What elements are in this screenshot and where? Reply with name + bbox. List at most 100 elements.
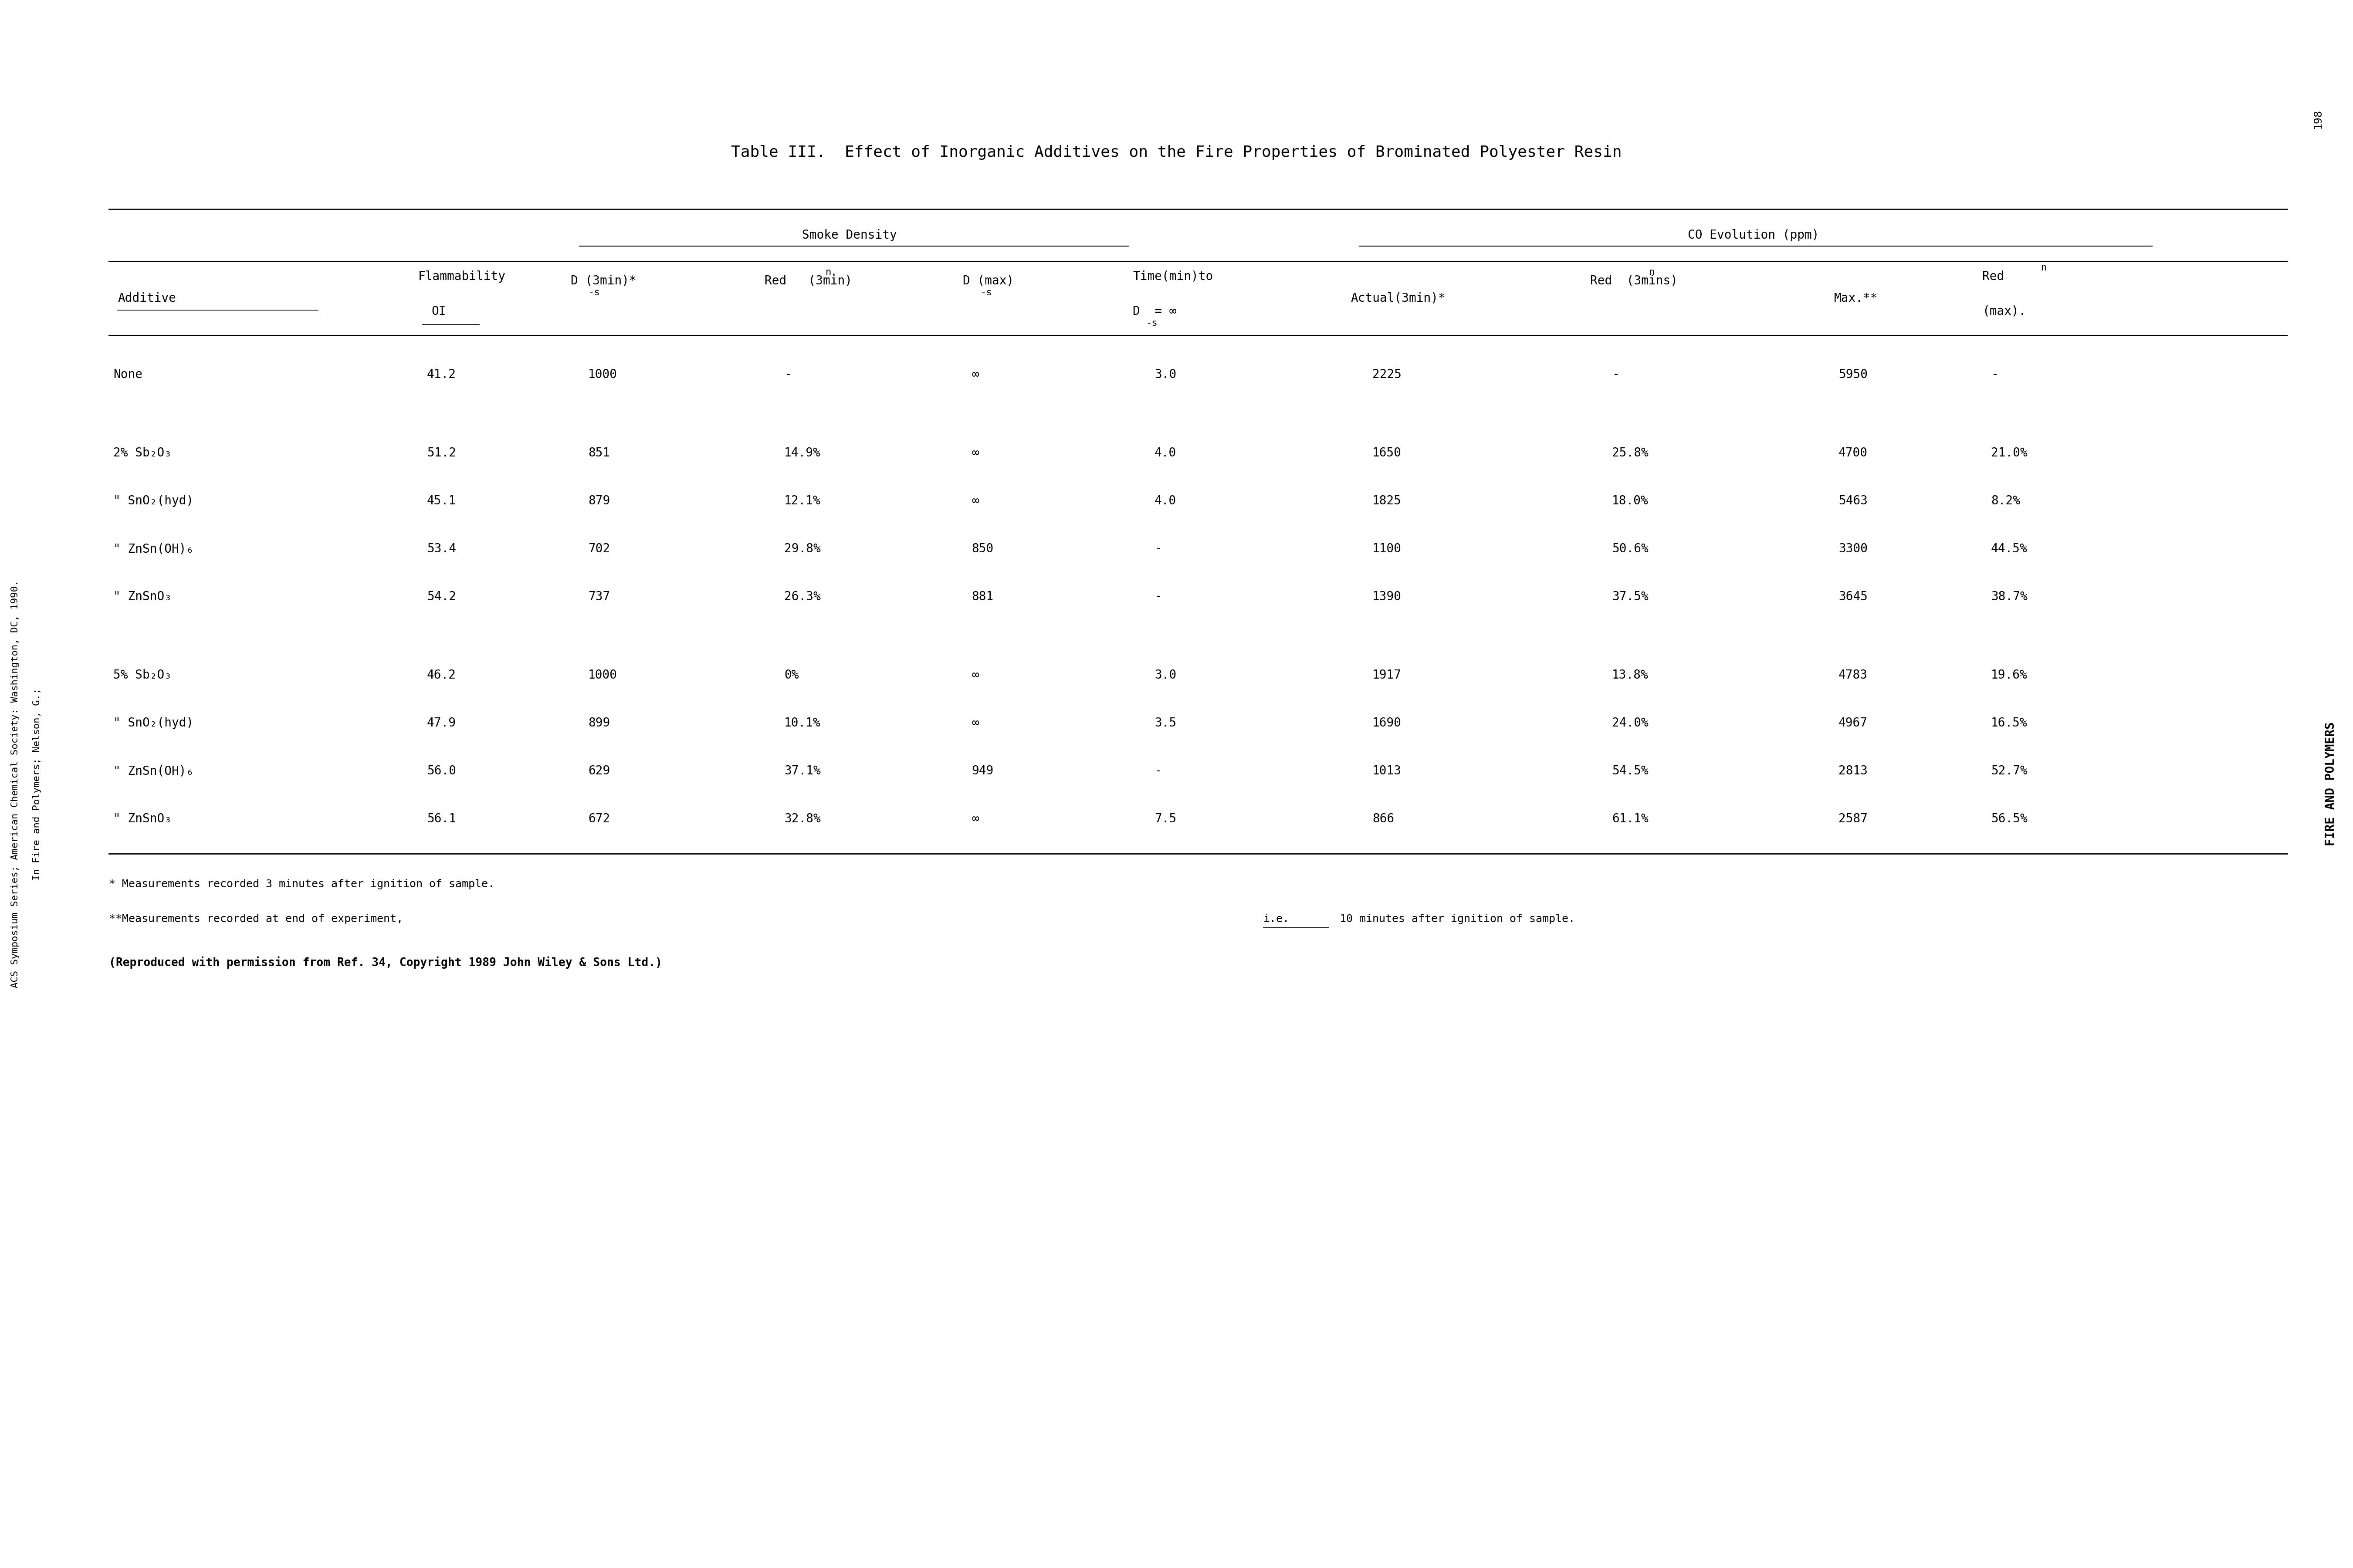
Text: 50.6%: 50.6% xyxy=(1612,543,1649,555)
Text: 1650: 1650 xyxy=(1372,447,1402,459)
Text: n: n xyxy=(2040,263,2047,273)
Text: 53.4: 53.4 xyxy=(426,543,456,555)
Text: n.: n. xyxy=(826,268,838,276)
Text: 25.8%: 25.8% xyxy=(1612,447,1649,459)
Text: Max.**: Max.** xyxy=(1833,292,1878,304)
Text: 850: 850 xyxy=(972,543,993,555)
Text: D  = ∞: D = ∞ xyxy=(1132,306,1176,317)
Text: 32.8%: 32.8% xyxy=(784,812,821,825)
Text: 47.9: 47.9 xyxy=(426,717,456,729)
Text: Additive: Additive xyxy=(118,292,176,304)
Text: 866: 866 xyxy=(1372,812,1395,825)
Text: D (max): D (max) xyxy=(962,274,1014,287)
Text: (Reproduced with permission from Ref. 34, Copyright 1989 John Wiley & Sons Ltd.): (Reproduced with permission from Ref. 34… xyxy=(108,956,661,969)
Text: FIRE AND POLYMERS: FIRE AND POLYMERS xyxy=(2325,721,2337,847)
Text: 1100: 1100 xyxy=(1372,543,1402,555)
Text: 899: 899 xyxy=(588,717,609,729)
Text: 1917: 1917 xyxy=(1372,670,1402,681)
Text: 10 minutes after ignition of sample.: 10 minutes after ignition of sample. xyxy=(1334,914,1574,924)
Text: -: - xyxy=(1612,368,1619,381)
Text: 4967: 4967 xyxy=(1838,717,1868,729)
Text: " ZnSn(OH)₆: " ZnSn(OH)₆ xyxy=(113,543,193,555)
Text: 4700: 4700 xyxy=(1838,447,1868,459)
Text: -: - xyxy=(1155,765,1162,778)
Text: 851: 851 xyxy=(588,447,609,459)
Text: 37.5%: 37.5% xyxy=(1612,591,1649,602)
Text: 702: 702 xyxy=(588,543,609,555)
Text: 45.1: 45.1 xyxy=(426,495,456,506)
Text: " ZnSnO₃: " ZnSnO₃ xyxy=(113,812,172,825)
Text: * Measurements recorded 3 minutes after ignition of sample.: * Measurements recorded 3 minutes after … xyxy=(108,880,494,889)
Text: 41.2: 41.2 xyxy=(426,368,456,381)
Text: 46.2: 46.2 xyxy=(426,670,456,681)
Text: ∞: ∞ xyxy=(972,717,979,729)
Text: 2% Sb₂O₃: 2% Sb₂O₃ xyxy=(113,447,172,459)
Text: Smoke Density: Smoke Density xyxy=(802,229,896,241)
Text: OI: OI xyxy=(431,306,447,317)
Text: 61.1%: 61.1% xyxy=(1612,812,1649,825)
Text: 3300: 3300 xyxy=(1838,543,1868,555)
Text: ∞: ∞ xyxy=(972,812,979,825)
Text: 54.5%: 54.5% xyxy=(1612,765,1649,778)
Text: 4.0: 4.0 xyxy=(1155,495,1176,506)
Text: Time(min)to: Time(min)to xyxy=(1132,270,1214,282)
Text: 0%: 0% xyxy=(784,670,798,681)
Text: 5463: 5463 xyxy=(1838,495,1868,506)
Text: 29.8%: 29.8% xyxy=(784,543,821,555)
Text: 24.0%: 24.0% xyxy=(1612,717,1649,729)
Text: 879: 879 xyxy=(588,495,609,506)
Text: 21.0%: 21.0% xyxy=(1991,447,2028,459)
Text: 2813: 2813 xyxy=(1838,765,1868,778)
Text: " ZnSn(OH)₆: " ZnSn(OH)₆ xyxy=(113,765,193,778)
Text: (max).: (max). xyxy=(1981,306,2026,317)
Text: 56.5%: 56.5% xyxy=(1991,812,2028,825)
Text: 26.3%: 26.3% xyxy=(784,591,821,602)
Text: 10.1%: 10.1% xyxy=(784,717,821,729)
Text: 3.0: 3.0 xyxy=(1155,368,1176,381)
Text: Red  (3mins): Red (3mins) xyxy=(1591,274,1678,287)
Text: -: - xyxy=(784,368,791,381)
Text: 54.2: 54.2 xyxy=(426,591,456,602)
Text: 5950: 5950 xyxy=(1838,368,1868,381)
Text: 949: 949 xyxy=(972,765,993,778)
Text: 629: 629 xyxy=(588,765,609,778)
Text: Table III.  Effect of Inorganic Additives on the Fire Properties of Brominated P: Table III. Effect of Inorganic Additives… xyxy=(732,146,1621,160)
Text: 737: 737 xyxy=(588,591,609,602)
Text: ∞: ∞ xyxy=(972,495,979,506)
Text: CO Evolution (ppm): CO Evolution (ppm) xyxy=(1687,229,1819,241)
Text: 1013: 1013 xyxy=(1372,765,1402,778)
Text: -: - xyxy=(1155,591,1162,602)
Text: 881: 881 xyxy=(972,591,993,602)
Text: 51.2: 51.2 xyxy=(426,447,456,459)
Text: 3.5: 3.5 xyxy=(1155,717,1176,729)
Text: 3.0: 3.0 xyxy=(1155,670,1176,681)
Text: ACS Symposium Series; American Chemical Society: Washington, DC, 1990.: ACS Symposium Series; American Chemical … xyxy=(12,580,19,988)
Text: D (3min)*: D (3min)* xyxy=(572,274,635,287)
Text: Actual(3min)*: Actual(3min)* xyxy=(1351,292,1445,304)
Text: 14.9%: 14.9% xyxy=(784,447,821,459)
Text: ∞: ∞ xyxy=(972,368,979,381)
Text: 16.5%: 16.5% xyxy=(1991,717,2028,729)
Text: -s: -s xyxy=(588,289,600,296)
Text: 1690: 1690 xyxy=(1372,717,1402,729)
Text: -s: -s xyxy=(981,289,993,296)
Text: 1000: 1000 xyxy=(588,670,616,681)
Text: 4783: 4783 xyxy=(1838,670,1868,681)
Text: 1825: 1825 xyxy=(1372,495,1402,506)
Text: 13.8%: 13.8% xyxy=(1612,670,1649,681)
Text: 56.1: 56.1 xyxy=(426,812,456,825)
Text: 56.0: 56.0 xyxy=(426,765,456,778)
Text: 5% Sb₂O₃: 5% Sb₂O₃ xyxy=(113,670,172,681)
Text: " ZnSnO₃: " ZnSnO₃ xyxy=(113,591,172,602)
Text: 1390: 1390 xyxy=(1372,591,1402,602)
Text: 672: 672 xyxy=(588,812,609,825)
Text: 7.5: 7.5 xyxy=(1155,812,1176,825)
Text: Flammability: Flammability xyxy=(419,270,506,282)
Text: **Measurements recorded at end of experiment,: **Measurements recorded at end of experi… xyxy=(108,914,409,924)
Text: In Fire and Polymers; Nelson, G.;: In Fire and Polymers; Nelson, G.; xyxy=(33,688,42,880)
Text: 12.1%: 12.1% xyxy=(784,495,821,506)
Text: 37.1%: 37.1% xyxy=(784,765,821,778)
Text: 2225: 2225 xyxy=(1372,368,1402,381)
Text: 44.5%: 44.5% xyxy=(1991,543,2028,555)
Text: 2587: 2587 xyxy=(1838,812,1868,825)
